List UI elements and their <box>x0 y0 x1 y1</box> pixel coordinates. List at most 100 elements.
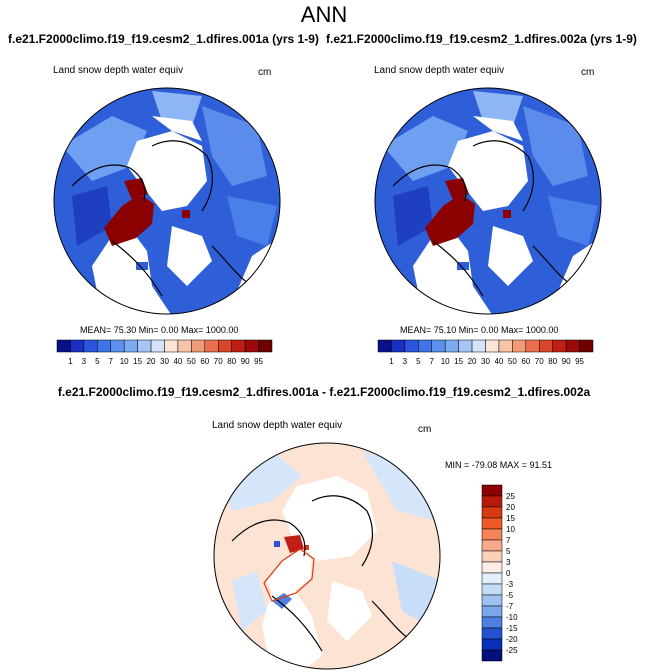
right-colorbar-tick-label: 20 <box>468 357 477 366</box>
right-colorbar-tick-label: 15 <box>454 357 463 366</box>
right-colorbar-tick-label: 30 <box>481 357 490 366</box>
right-polar-map <box>374 87 602 315</box>
right-colorbar-tick-label: 80 <box>548 357 557 366</box>
right-colorbar-swatch <box>512 339 527 353</box>
diff-colorbar-swatch <box>481 572 503 585</box>
left-colorbar-tick-label: 70 <box>214 357 223 366</box>
diff-colorbar-tick-label: 25 <box>506 492 515 501</box>
diff-colorbar-tick-label: -3 <box>506 580 514 589</box>
left-stats-label: MEAN= 75.30 Min= 0.00 Max= 1000.00 <box>80 325 239 335</box>
diff-colorbar-tick-label: 15 <box>506 514 515 523</box>
right-colorbar-tick-label: 60 <box>521 357 530 366</box>
right-colorbar-tick-label: 10 <box>441 357 450 366</box>
right-colorbar-swatch <box>565 339 580 353</box>
diff-colorbar-swatch <box>481 539 503 552</box>
left-variable-label: Land snow depth water equiv <box>53 65 184 76</box>
right-colorbar-swatch <box>444 339 459 353</box>
right-colorbar-swatch <box>485 339 500 353</box>
right-colorbar-tick-label: 3 <box>403 357 408 366</box>
left-colorbar-tick-label: 5 <box>95 357 100 366</box>
right-stats-label: MEAN= 75.10 Min= 0.00 Max= 1000.00 <box>400 325 559 335</box>
right-colorbar-swatch <box>539 339 553 353</box>
right-colorbar-tick-label: 70 <box>535 357 544 366</box>
diff-colorbar-tick-label: 0 <box>506 569 511 578</box>
diff-variable-label: Land snow depth water equiv <box>212 420 343 431</box>
left-colorbar-swatch <box>150 339 165 353</box>
diff-colorbar-swatch <box>481 594 503 607</box>
left-colorbar-tick-label: 80 <box>227 357 236 366</box>
right-variable-label: Land snow depth water equiv <box>374 65 505 76</box>
left-case-title: f.e21.F2000climo.f19_f19.cesm2_1.dfires.… <box>8 32 319 46</box>
left-colorbar-swatch <box>123 339 138 353</box>
diff-colorbar-tick-label: 20 <box>506 503 515 512</box>
right-colorbar-tick-label: 7 <box>430 357 435 366</box>
left-colorbar-swatch <box>137 339 152 353</box>
diff-colorbar-swatch <box>481 638 503 651</box>
diff-colorbar-tick-label: -7 <box>506 602 514 611</box>
right-colorbar-swatch <box>552 339 567 353</box>
difference-colorbar: 25 20 15 10 7 5 3 0 -3 -5 -7 -10 -15 -20 -25 <box>481 484 518 662</box>
left-colorbar-tick-label: 7 <box>109 357 114 366</box>
diff-colorbar-swatch <box>481 495 503 508</box>
left-colorbar-swatch <box>177 339 192 353</box>
right-colorbar-swatch <box>579 339 594 353</box>
left-colorbar-swatch <box>231 339 246 353</box>
right-colorbar-tick-label: 95 <box>575 357 584 366</box>
left-colorbar-swatch <box>70 339 85 353</box>
diff-colorbar-swatch <box>481 649 503 662</box>
diff-colorbar-swatch <box>481 616 503 629</box>
left-colorbar-swatch <box>97 339 111 353</box>
diff-colorbar-swatch <box>481 627 503 640</box>
right-case-title: f.e21.F2000climo.f19_f19.cesm2_1.dfires.… <box>326 32 637 46</box>
diff-stats-label: MIN = -79.08 MAX = 91.51 <box>445 460 553 470</box>
diff-colorbar-tick-label: 10 <box>506 525 515 534</box>
left-colorbar-tick-label: 60 <box>200 357 209 366</box>
diff-colorbar-tick-label: -20 <box>506 635 518 644</box>
diff-colorbar-swatch <box>481 605 503 618</box>
right-colorbar-swatch <box>431 339 446 353</box>
figure-title: ANN <box>300 2 348 27</box>
left-colorbar-swatch <box>110 339 125 353</box>
left-colorbar-swatch <box>56 339 71 353</box>
right-colorbar-swatch <box>391 339 406 353</box>
diff-colorbar-swatch <box>481 517 503 530</box>
left-colorbar-swatch <box>244 339 259 353</box>
diff-colorbar-tick-label: -15 <box>506 624 518 633</box>
right-colorbar-tick-label: 90 <box>562 357 571 366</box>
right-colorbar-swatch <box>418 339 432 353</box>
left-colorbar-tick-label: 40 <box>173 357 182 366</box>
left-colorbar-tick-label: 1 <box>68 357 73 366</box>
right-colorbar-swatch <box>377 339 392 353</box>
left-colorbar-tick-label: 90 <box>241 357 250 366</box>
left-colorbar: 1 3 5 7 10 15 20 30 40 50 60 70 80 90 95 <box>56 339 273 366</box>
diff-colorbar-swatch <box>481 583 503 596</box>
right-colorbar-swatch <box>471 339 486 353</box>
left-colorbar-tick-label: 20 <box>147 357 156 366</box>
diff-units-label: cm <box>418 424 432 435</box>
left-polar-map <box>53 87 281 315</box>
right-colorbar-swatch <box>525 339 540 353</box>
left-colorbar-tick-label: 50 <box>187 357 196 366</box>
left-colorbar-tick-label: 15 <box>133 357 142 366</box>
diff-colorbar-tick-label: 5 <box>506 547 511 556</box>
difference-title: f.e21.F2000climo.f19_f19.cesm2_1.dfires.… <box>57 385 591 399</box>
right-colorbar-swatch <box>404 339 419 353</box>
right-units-label: cm <box>581 67 595 78</box>
left-colorbar-swatch <box>258 339 273 353</box>
difference-polar-map <box>213 442 441 670</box>
left-colorbar-swatch <box>204 339 219 353</box>
left-colorbar-tick-label: 3 <box>82 357 87 366</box>
diff-colorbar-swatch <box>481 484 503 497</box>
right-colorbar-tick-label: 50 <box>508 357 517 366</box>
diff-colorbar-swatch <box>481 561 503 574</box>
diff-colorbar-tick-label: 3 <box>506 558 511 567</box>
diff-colorbar-tick-label: -5 <box>506 591 514 600</box>
left-colorbar-swatch <box>164 339 179 353</box>
left-units-label: cm <box>258 67 272 78</box>
left-colorbar-tick-label: 30 <box>160 357 169 366</box>
diff-colorbar-swatch <box>481 506 503 519</box>
left-colorbar-tick-label: 10 <box>120 357 129 366</box>
right-colorbar-tick-label: 40 <box>494 357 503 366</box>
right-colorbar-swatch <box>498 339 513 353</box>
right-colorbar-tick-label: 1 <box>389 357 394 366</box>
